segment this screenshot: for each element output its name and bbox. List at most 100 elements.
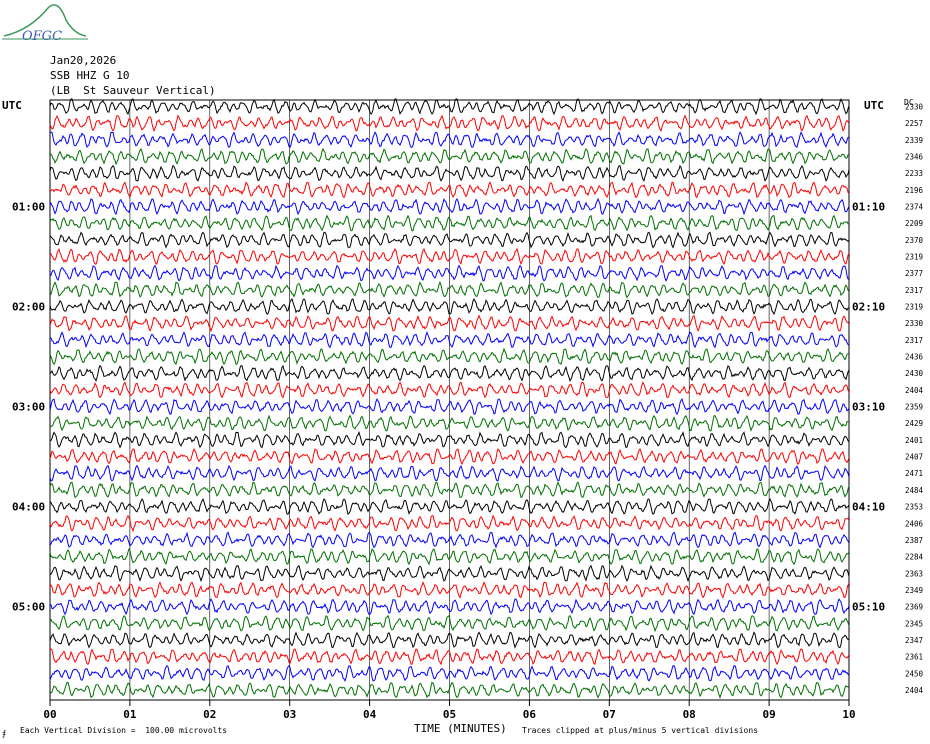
x-tick-label: 01	[123, 708, 137, 721]
trace-line	[49, 531, 850, 549]
trace-line	[49, 347, 850, 366]
dc-offset: 2471	[905, 469, 923, 478]
dc-offset: 2257	[905, 119, 923, 128]
scale-note: Each Vertical Division = 100.00 microvol…	[20, 726, 228, 735]
trace-line	[49, 648, 850, 666]
x-tick-label: 09	[762, 708, 775, 721]
time-label-right: 02:10	[852, 301, 885, 314]
dc-offset: 2349	[905, 586, 923, 595]
dc-offset: 2347	[905, 636, 923, 645]
clip-note: Traces clipped at plus/minus 5 vertical …	[522, 726, 759, 735]
dc-offset: 2401	[905, 436, 923, 445]
dc-offset: 2370	[905, 236, 924, 245]
station-description: (LB St Sauveur Vertical)	[50, 84, 216, 97]
dc-offset: 2346	[905, 153, 924, 162]
trace-line	[49, 281, 850, 299]
trace-line	[49, 231, 850, 249]
dc-offset: 2369	[905, 603, 923, 612]
x-tick-label: 05	[443, 708, 456, 721]
trace-line	[49, 464, 850, 482]
x-axis-label: TIME (MINUTES)	[414, 722, 507, 735]
time-label-right: 03:10	[852, 401, 885, 414]
time-label-left: 01:00	[12, 201, 45, 214]
x-tick-label: 06	[523, 708, 537, 721]
trace-line	[49, 547, 850, 566]
trace-line	[49, 447, 850, 466]
dc-offset: 2319	[905, 253, 923, 262]
x-tick-label: 07	[603, 708, 616, 721]
trace-line	[49, 147, 850, 166]
trace-line	[49, 381, 850, 399]
dc-offset: 2387	[905, 536, 923, 545]
time-label-right: 04:10	[852, 501, 885, 514]
trace-line	[49, 364, 850, 382]
dc-offset: 2404	[905, 386, 924, 395]
station-code: SSB HHZ G 10	[50, 69, 130, 82]
x-tick-label: 08	[683, 708, 696, 721]
dc-offset: 2407	[905, 453, 923, 462]
time-label-right: 05:10	[852, 601, 885, 614]
trace-line	[49, 414, 850, 432]
trace-line	[49, 397, 850, 416]
dc-offset: 2484	[905, 486, 924, 495]
ofgc-logo: OFGC	[2, 4, 88, 44]
time-label-right: 01:10	[852, 201, 885, 214]
trace-line	[49, 497, 850, 515]
dc-offset: 2345	[905, 619, 923, 628]
dc-offset: 2404	[905, 686, 924, 695]
x-tick-label: 10	[842, 708, 855, 721]
dc-offset: 2339	[905, 136, 923, 145]
trace-line	[49, 297, 850, 316]
x-tick-label: 00	[43, 708, 56, 721]
time-label-left: 02:00	[12, 301, 45, 314]
dc-offset: 2363	[905, 569, 923, 578]
logo-text: OFGC	[22, 29, 62, 44]
dc-offset: 2284	[905, 553, 924, 562]
trace-line	[49, 564, 850, 583]
trace-line	[49, 631, 850, 649]
dc-offset: 2374	[905, 203, 924, 212]
trace-line	[49, 614, 850, 633]
corner-mark: ⨎	[2, 729, 7, 738]
trace-line	[49, 181, 850, 199]
dc-offset: 2353	[905, 503, 923, 512]
x-tick-label: 04	[363, 708, 377, 721]
trace-line	[49, 665, 850, 683]
trace-line	[49, 247, 850, 266]
trace-line	[49, 264, 850, 282]
dc-offset: 2317	[905, 286, 923, 295]
trace-line	[49, 330, 850, 349]
dc-offset: 2429	[905, 419, 923, 428]
trace-line	[49, 681, 850, 700]
time-label-left: 05:00	[12, 601, 45, 614]
time-label-left: 03:00	[12, 401, 45, 414]
trace-line	[49, 597, 850, 616]
chart-date: Jan20,2026	[50, 54, 117, 67]
trace-line	[49, 98, 850, 116]
trace-line	[49, 580, 850, 599]
trace-line	[49, 514, 850, 533]
dc-offset: 2430	[905, 369, 924, 378]
trace-line	[49, 430, 850, 449]
trace-line	[49, 197, 850, 216]
dc-offset: 2233	[905, 169, 923, 178]
x-tick-label: 03	[283, 708, 296, 721]
trace-line	[49, 314, 850, 333]
trace-line	[49, 164, 850, 182]
trace-line	[49, 131, 850, 149]
trace-line	[49, 214, 850, 232]
utc-label-left: UTC	[2, 99, 22, 112]
dc-offset: 2209	[905, 219, 923, 228]
dc-offset: 2359	[905, 403, 923, 412]
trace-line	[49, 481, 850, 499]
trace-line	[49, 114, 850, 133]
dc-offset: 2319	[905, 303, 923, 312]
dc-offset: 2330	[905, 319, 924, 328]
dc-header: DC	[904, 98, 914, 107]
utc-label-right: UTC	[864, 99, 884, 112]
dc-offset: 2406	[905, 519, 924, 528]
dc-offset: 2361	[905, 653, 923, 662]
dc-offset: 2377	[905, 269, 923, 278]
dc-offset: 2196	[905, 186, 924, 195]
